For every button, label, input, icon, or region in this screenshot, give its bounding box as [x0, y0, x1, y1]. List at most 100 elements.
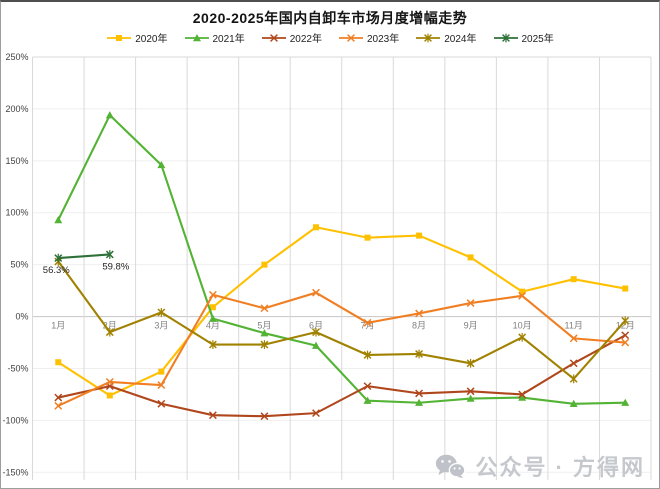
- y-tick-label: 50%: [10, 260, 28, 270]
- data-point-marker: [569, 334, 578, 343]
- series-line-2020年: [57, 226, 627, 397]
- data-point-marker: [192, 33, 201, 41]
- x-tick-label: 9月: [464, 321, 478, 331]
- legend-marker-2025: [493, 33, 518, 42]
- data-point-marker: [208, 411, 217, 420]
- data-point-marker: [157, 381, 166, 390]
- data-point-marker: [466, 299, 475, 307]
- data-point-marker: [570, 276, 577, 283]
- data-point-marker: [55, 359, 62, 366]
- data-point-marker: [347, 33, 355, 42]
- data-point-marker: [105, 378, 114, 386]
- series-line-2022年: [57, 334, 627, 418]
- x-tick-label: 5月: [257, 321, 271, 331]
- legend-item-2021: 2021年: [184, 30, 245, 45]
- data-point-marker: [157, 399, 166, 408]
- x-tick-label: 1月: [51, 321, 65, 331]
- data-point-marker: [622, 285, 629, 292]
- data-point-marker: [519, 288, 526, 295]
- chart-legend: 2020年 2021年 2022年 2023年 2024年 2025年: [1, 30, 659, 45]
- data-point-label: 59.8%: [102, 261, 129, 272]
- data-point-marker: [569, 399, 578, 407]
- y-tick-label: -100%: [2, 415, 28, 425]
- y-tick-label: 200%: [5, 104, 28, 114]
- series-2021年: [54, 111, 630, 407]
- data-point-marker: [518, 390, 527, 399]
- y-tick-label: 100%: [5, 208, 28, 218]
- series-2020年: [55, 224, 629, 399]
- data-point-marker: [208, 314, 217, 322]
- series-line-2023年: [57, 291, 627, 407]
- series-2022年: [54, 331, 630, 421]
- data-point-marker: [260, 412, 269, 421]
- x-tick-label: 12月: [616, 321, 635, 331]
- data-point-marker: [261, 261, 268, 268]
- data-point-marker: [415, 389, 423, 398]
- legend-marker-2024: [416, 33, 441, 42]
- data-point-marker: [312, 224, 319, 231]
- legend-marker-2020: [107, 34, 132, 41]
- x-tick-label: 11月: [565, 321, 583, 331]
- data-point-marker: [363, 318, 372, 327]
- legend-label-2020: 2020年: [135, 34, 168, 45]
- data-point-marker: [416, 232, 423, 239]
- data-point-label: 56.3%: [43, 265, 70, 276]
- data-point-marker: [569, 359, 578, 368]
- data-point-marker: [415, 398, 424, 406]
- data-point-marker: [311, 341, 320, 349]
- y-tick-label: -150%: [2, 467, 28, 477]
- x-tick-label: 7月: [361, 321, 375, 331]
- legend-item-2025: 2025年: [493, 30, 554, 45]
- watermark: 公众号 · 方得网: [435, 450, 645, 482]
- x-tick-label: 8月: [412, 321, 426, 331]
- data-point-marker: [467, 254, 474, 261]
- data-point-marker: [106, 392, 113, 399]
- data-point-marker: [415, 309, 423, 318]
- data-point-marker: [312, 288, 320, 297]
- y-tick-label: 250%: [5, 52, 28, 62]
- legend-item-2024: 2024年: [415, 30, 477, 45]
- y-tick-label: 0%: [15, 312, 28, 322]
- data-point-marker: [363, 396, 372, 404]
- legend-marker-2023: [339, 33, 363, 42]
- data-point-marker: [54, 401, 63, 410]
- data-point-marker: [208, 290, 217, 299]
- data-point-marker: [363, 382, 372, 391]
- series-line-2024年: [57, 260, 627, 380]
- data-point-marker: [158, 368, 165, 375]
- data-point-marker: [209, 304, 216, 311]
- legend-label-2021: 2021年: [212, 34, 245, 45]
- data-point-marker: [621, 331, 630, 340]
- wechat-icon: [436, 454, 466, 479]
- legend-marker-2022: [261, 33, 286, 42]
- data-point-marker: [466, 394, 475, 402]
- data-point-marker: [54, 393, 63, 402]
- data-point-marker: [260, 304, 269, 313]
- x-tick-label: 4月: [206, 321, 220, 331]
- data-point-marker: [364, 234, 371, 241]
- legend-item-2022: 2022年: [261, 30, 322, 45]
- legend-label-2024: 2024年: [444, 34, 477, 45]
- series-2025年: 56.3% 59.8%: [43, 250, 130, 276]
- data-point-marker: [518, 393, 527, 401]
- legend-label-2025: 2025年: [521, 34, 554, 45]
- data-point-marker: [260, 329, 269, 337]
- watermark-text: 公众号 · 方得网: [475, 455, 645, 480]
- chart-title: 2020-2025年国内自卸车市场月度增幅走势: [192, 10, 468, 26]
- legend-item-2023: 2023年: [338, 30, 399, 45]
- x-tick-label: 2月: [103, 321, 117, 331]
- data-point-marker: [116, 34, 123, 41]
- x-tick-label: 3月: [154, 321, 168, 331]
- series-2023年: [54, 288, 630, 410]
- data-point-marker: [312, 409, 320, 418]
- y-tick-label: 150%: [5, 156, 28, 166]
- y-tick-label: -50%: [7, 363, 28, 373]
- series-line-2025年: [57, 253, 111, 260]
- data-point-marker: [157, 160, 166, 169]
- data-point-marker: [105, 111, 114, 119]
- x-tick-label: 6月: [309, 321, 323, 331]
- data-point-marker: [518, 291, 527, 300]
- data-point-marker: [466, 387, 475, 396]
